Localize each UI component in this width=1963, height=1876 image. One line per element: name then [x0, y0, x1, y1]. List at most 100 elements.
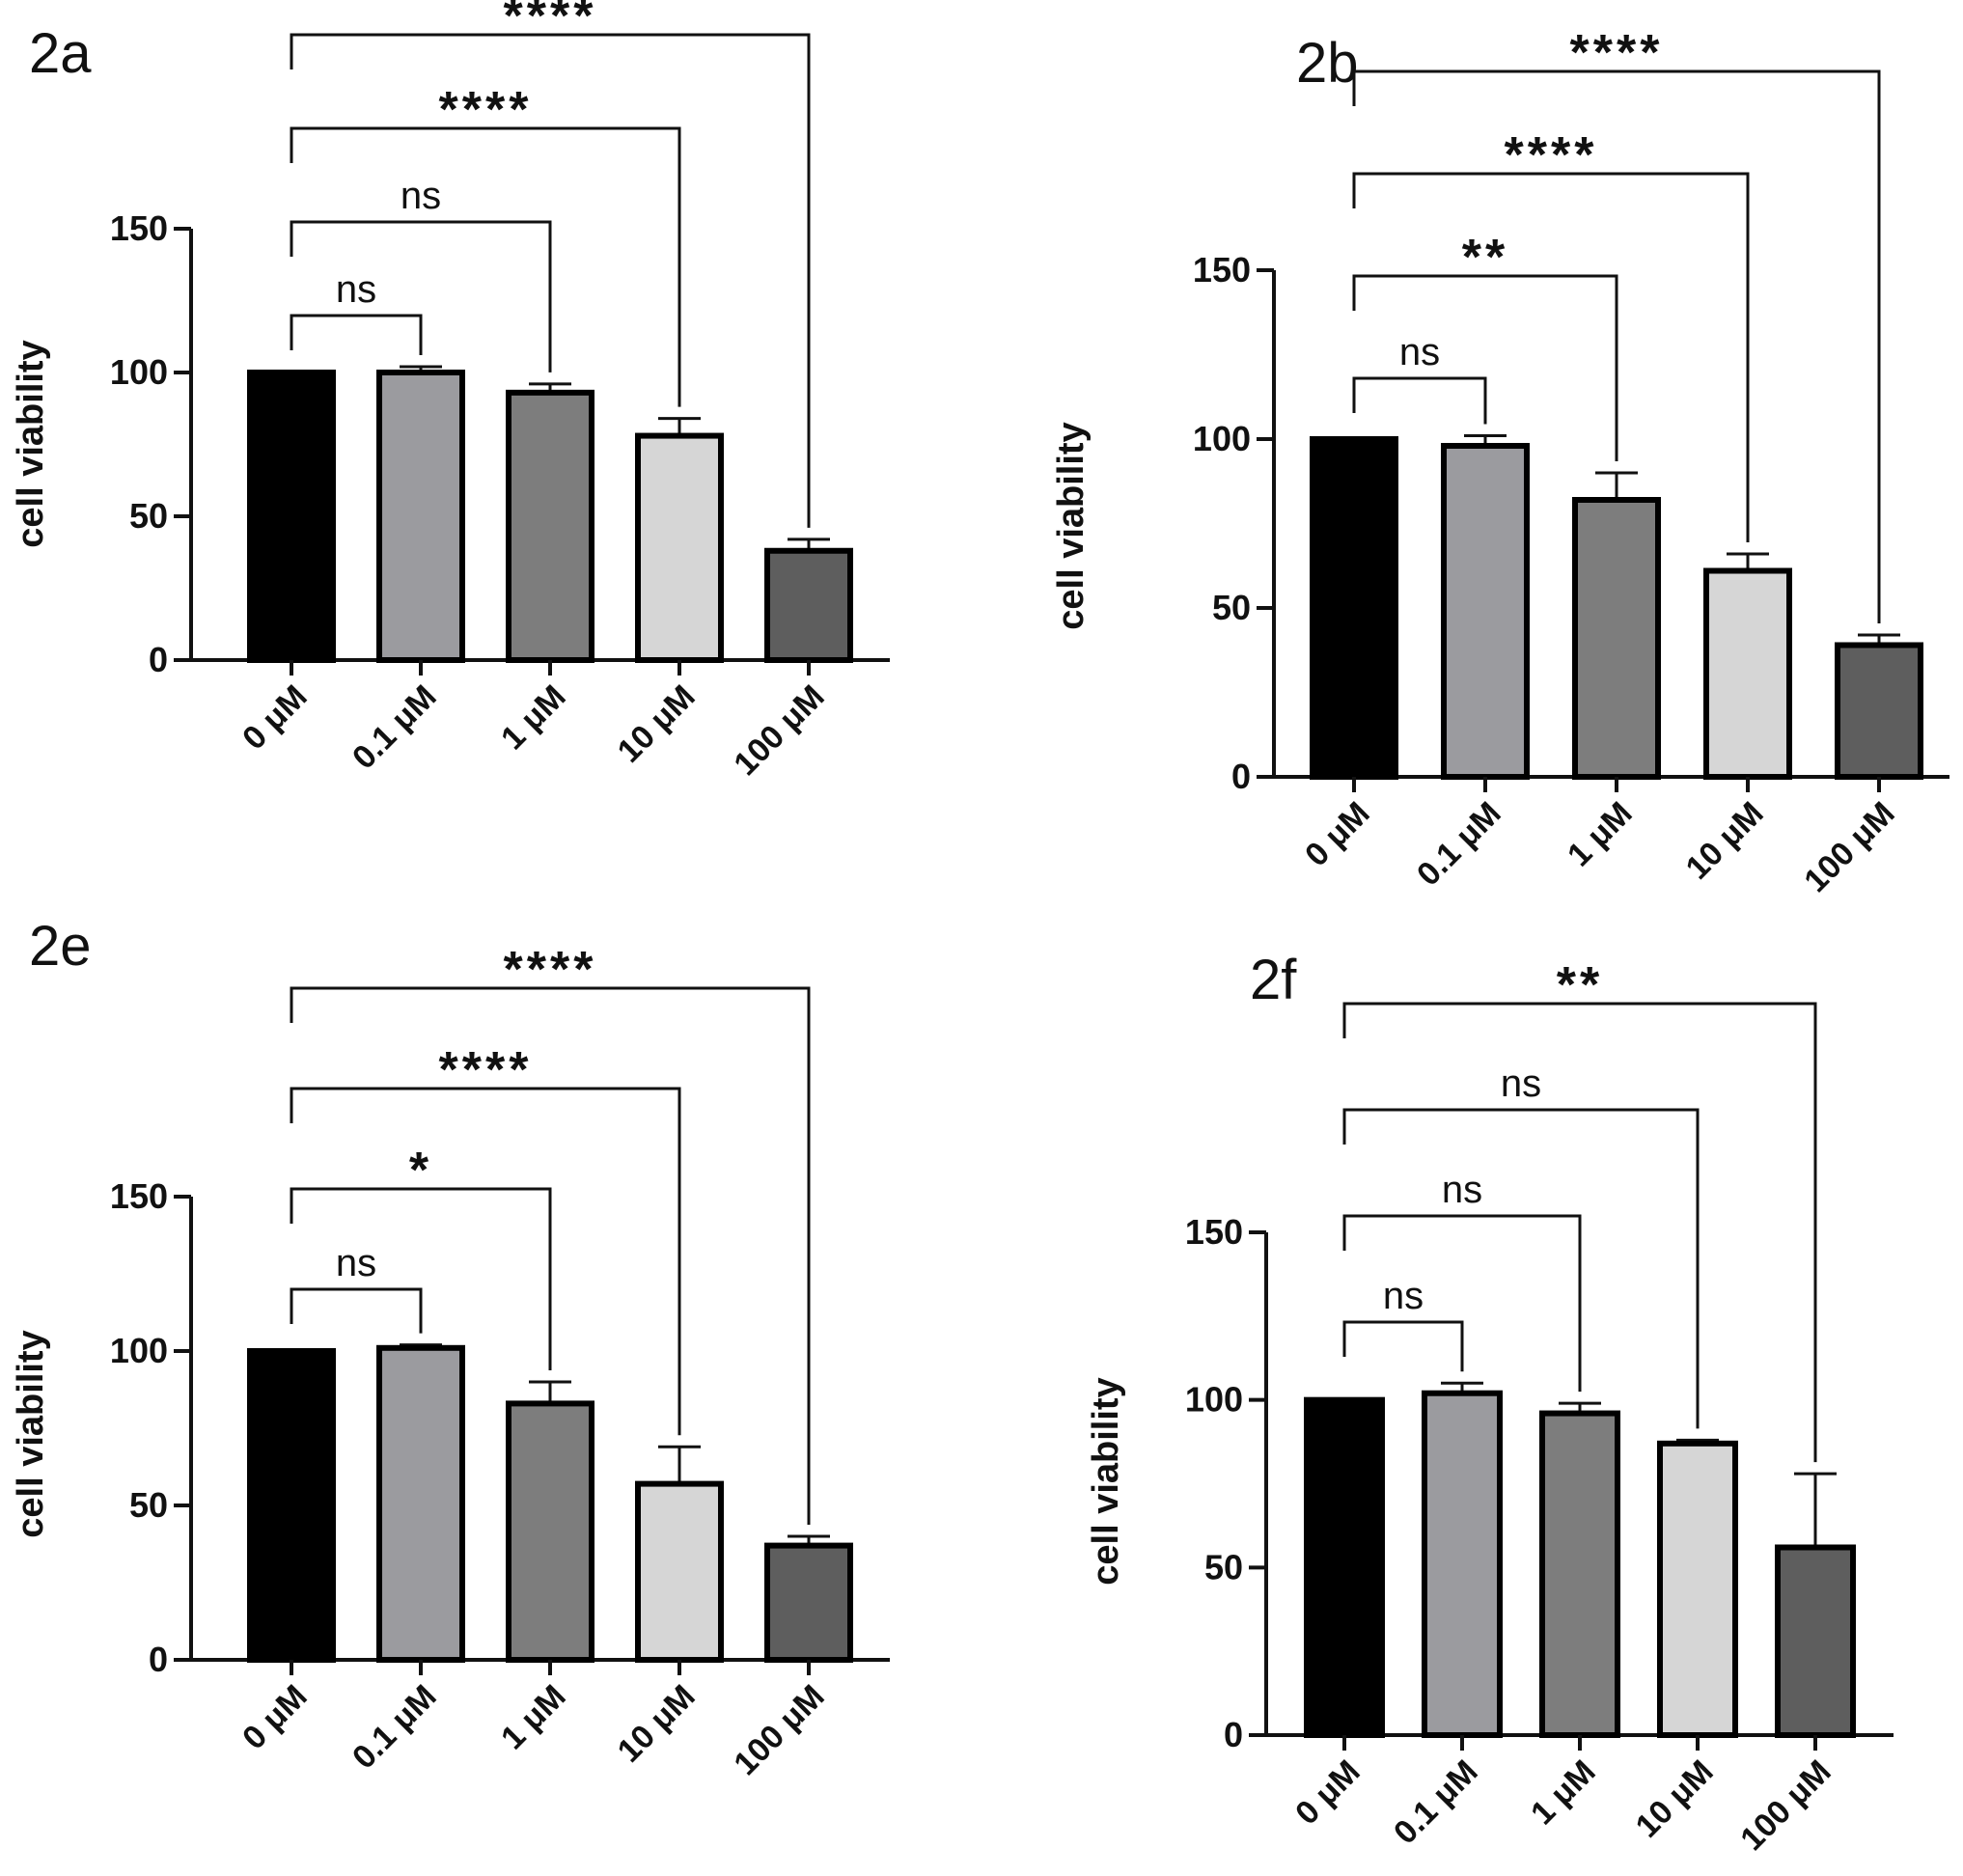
panel-label: 2f [1250, 949, 1297, 1011]
x-tick-label: 1 μM [494, 1678, 573, 1757]
significance-label: ns [1383, 1275, 1424, 1317]
x-tick-label: 100 μM [727, 1678, 831, 1782]
significance-bracket [1342, 1002, 1817, 1463]
bar [1310, 436, 1398, 780]
significance-bracket [1352, 274, 1618, 461]
significance-label: **** [504, 942, 597, 998]
x-tick-label: 10 μM [1679, 795, 1771, 887]
bar [376, 370, 465, 663]
x-tick-label: 0.1 μM [346, 1678, 444, 1777]
y-tick-label: 100 [1185, 1380, 1243, 1420]
x-tick-label: 100 μM [1797, 795, 1901, 899]
bar [506, 1400, 594, 1664]
chart-panel-2e: 2e cell viability 0 50 100 150 0 μM 0.1 μM 1 μM 1… [11, 915, 890, 1782]
x-tick-label: 0.1 μM [346, 678, 444, 777]
significance-bracket [1342, 1320, 1464, 1372]
y-axis-label: cell viability [1051, 422, 1092, 629]
significance-bracket [290, 220, 552, 372]
significance-bracket [1352, 376, 1487, 425]
bar [1422, 1390, 1503, 1738]
significance-bracket [1342, 1108, 1700, 1429]
bar [506, 389, 594, 663]
bar [635, 432, 724, 663]
panel-label: 2b [1296, 32, 1359, 95]
y-tick-label: 150 [1185, 1212, 1243, 1252]
significance-bracket [290, 33, 811, 528]
significance-label: ns [1501, 1062, 1541, 1105]
significance-label: **** [504, 0, 597, 44]
bar [1304, 1396, 1385, 1738]
x-tick-label: 1 μM [1561, 795, 1640, 874]
y-tick-label: 150 [1193, 250, 1251, 290]
significance-label: ns [1442, 1169, 1482, 1211]
bar [1703, 567, 1792, 780]
bar [1441, 443, 1530, 780]
y-tick-label: 100 [110, 1331, 168, 1370]
significance-bracket [290, 986, 811, 1525]
significance-label: **** [439, 1042, 533, 1098]
y-tick-label: 50 [1212, 588, 1251, 627]
bar [1835, 642, 1923, 780]
significance-bracket [290, 126, 681, 407]
significance-bracket [1352, 172, 1750, 542]
significance-label: **** [439, 82, 533, 138]
significance-bracket [1342, 1214, 1582, 1393]
y-tick-label: 150 [110, 208, 168, 248]
y-tick-label: 0 [1231, 757, 1251, 796]
significance-label: ** [1462, 230, 1508, 286]
significance-label: ns [336, 268, 376, 311]
x-tick-label: 10 μM [1629, 1753, 1721, 1845]
y-tick-label: 50 [129, 1485, 168, 1525]
chart-panel-2b: 2b cell viability 0 50 100 150 0 μM 0.1 μM 1 μM 1… [1051, 25, 1949, 899]
significance-label: ** [1557, 957, 1603, 1013]
significance-label: ns [336, 1242, 376, 1284]
x-tick-label: 0.1 μM [1410, 795, 1508, 894]
x-tick-label: 0.1 μM [1387, 1753, 1485, 1852]
x-tick-label: 10 μM [611, 1678, 703, 1770]
bar [1775, 1544, 1856, 1738]
x-tick-label: 0 μM [1288, 1753, 1368, 1833]
x-tick-label: 1 μM [494, 678, 573, 758]
significance-label: **** [1505, 127, 1598, 183]
x-tick-label: 0 μM [235, 1678, 315, 1757]
y-tick-label: 100 [1193, 419, 1251, 458]
panel-label: 2a [29, 22, 92, 85]
significance-label: ns [401, 175, 441, 217]
bar [376, 1344, 465, 1664]
y-tick-label: 100 [110, 352, 168, 392]
chart-panel-2f: 2f cell viability 0 50 100 150 0 μM 0.1 μM 1 μM 1… [1086, 949, 1894, 1858]
y-axis-label: cell viability [11, 1330, 51, 1537]
bar [1539, 1410, 1620, 1739]
x-tick-label: 1 μM [1524, 1753, 1603, 1833]
chart-panel-2a: 2a cell viability 0 50 100 150 0 μM 0.1 μM 1 μM 1… [11, 0, 890, 783]
y-axis-label: cell viability [11, 340, 51, 547]
x-tick-label: 0 μM [235, 678, 315, 758]
y-tick-label: 150 [110, 1176, 168, 1216]
y-tick-label: 0 [149, 1640, 168, 1679]
x-tick-label: 100 μM [727, 678, 831, 783]
x-tick-label: 100 μM [1733, 1753, 1838, 1858]
y-tick-label: 50 [1204, 1547, 1243, 1586]
bar [1572, 497, 1661, 780]
significance-bracket [290, 1287, 423, 1334]
significance-bracket [1352, 69, 1881, 623]
x-tick-label: 0 μM [1298, 795, 1377, 874]
significance-bracket [290, 314, 423, 356]
y-axis-label: cell viability [1086, 1377, 1126, 1585]
x-tick-label: 10 μM [611, 678, 703, 770]
significance-bracket [290, 1087, 681, 1436]
significance-bracket [290, 1187, 552, 1370]
significance-label: * [409, 1143, 432, 1199]
significance-label: ns [1399, 331, 1440, 373]
bar [764, 1542, 853, 1663]
y-tick-label: 0 [149, 640, 168, 679]
bar [247, 1348, 336, 1663]
bar [764, 547, 853, 664]
significance-label: **** [1570, 25, 1664, 81]
bar [1657, 1440, 1738, 1738]
y-tick-label: 50 [129, 496, 168, 536]
bar [635, 1480, 724, 1663]
y-tick-label: 0 [1224, 1715, 1243, 1754]
panel-label: 2e [29, 915, 92, 978]
